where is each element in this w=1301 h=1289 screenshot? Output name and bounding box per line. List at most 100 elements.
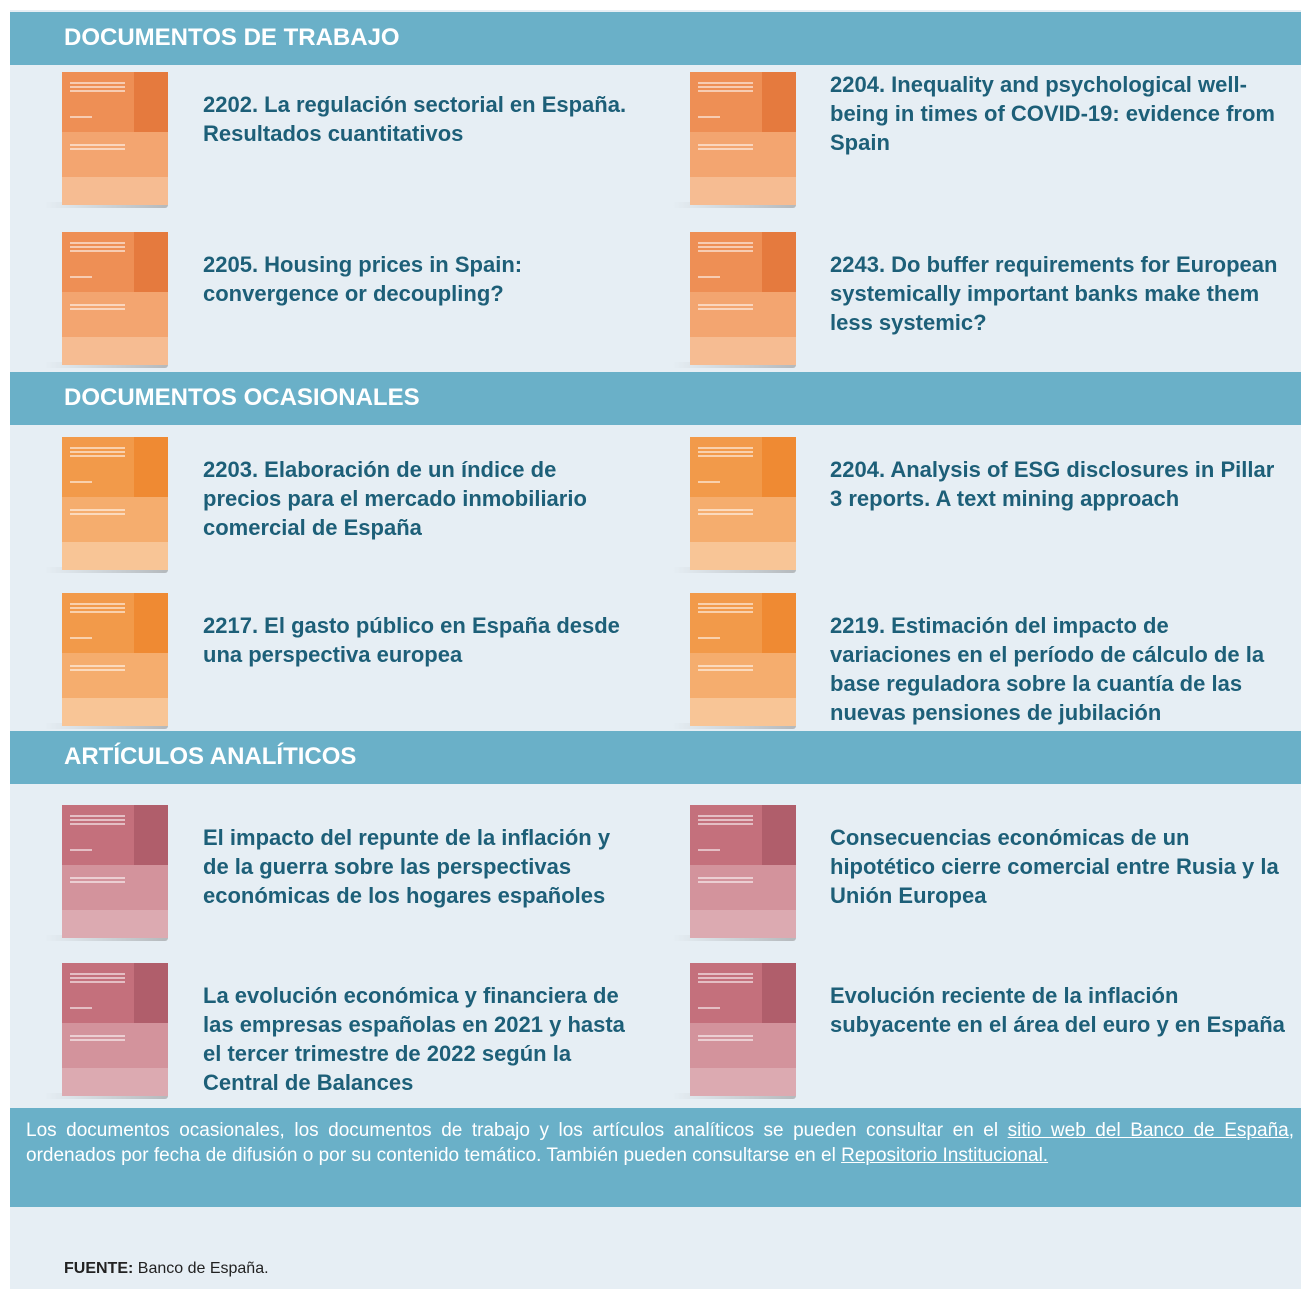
- cover-line: [70, 849, 92, 851]
- document-title: 2204. Analysis of ESG disclosures in Pil…: [830, 455, 1285, 513]
- cover-image: [62, 72, 168, 205]
- cover-image: [690, 72, 796, 205]
- link[interactable]: sitio web del Banco de España: [1008, 1120, 1289, 1141]
- cover-line: [70, 603, 125, 605]
- cover-image: [62, 593, 168, 726]
- cover-line: [70, 669, 125, 671]
- section-header: DOCUMENTOS DE TRABAJO: [10, 12, 1301, 65]
- cover-part: [690, 177, 796, 205]
- cover-line: [698, 819, 753, 821]
- cover-part: [62, 177, 168, 205]
- cover-line: [698, 607, 753, 609]
- cover-line: [70, 819, 125, 821]
- cover-line: [70, 246, 125, 248]
- cover-line: [70, 509, 125, 511]
- cover-line: [698, 86, 753, 88]
- section-title: ARTÍCULOS ANALÍTICOS: [64, 743, 356, 771]
- cover-part: [690, 542, 796, 570]
- cover-line: [70, 144, 125, 146]
- cover-part: [690, 698, 796, 726]
- cover-line: [70, 877, 125, 879]
- document-title: 2204. Inequality and psychological well-…: [830, 70, 1285, 157]
- source: FUENTE: Banco de España.: [64, 1260, 269, 1278]
- cover-part: [62, 1023, 168, 1068]
- cover-line: [698, 1007, 720, 1009]
- document-title: El impacto del repunte de la inflación y…: [203, 823, 633, 910]
- cover-line: [698, 455, 753, 457]
- source-text: Banco de España.: [138, 1260, 269, 1277]
- cover-image: [690, 437, 796, 570]
- cover-image: [690, 805, 796, 938]
- cover-line: [698, 849, 720, 851]
- cover-part: [690, 1068, 796, 1096]
- cover-line: [698, 246, 753, 248]
- cover-line: [698, 451, 753, 453]
- cover-line: [698, 242, 753, 244]
- cover-line: [70, 637, 92, 639]
- cover-line: [70, 1039, 125, 1041]
- cover-line: [698, 977, 753, 979]
- cover-line: [698, 981, 753, 983]
- cover-line: [70, 308, 125, 310]
- cover-line: [698, 82, 753, 84]
- cover-line: [698, 881, 753, 883]
- note-text-part: Los documentos ocasionales, los document…: [26, 1120, 1008, 1141]
- cover-line: [70, 116, 92, 118]
- cover-line: [70, 447, 125, 449]
- cover-line: [70, 823, 125, 825]
- cover-line: [698, 304, 753, 306]
- cover-line: [70, 451, 125, 453]
- cover-line: [70, 148, 125, 150]
- cover-line: [70, 250, 125, 252]
- cover-line: [70, 1007, 92, 1009]
- cover-part: [690, 910, 796, 938]
- cover-part: [690, 653, 796, 698]
- cover-line: [698, 144, 753, 146]
- cover-part: [62, 698, 168, 726]
- cover-line: [698, 481, 720, 483]
- cover-line: [70, 607, 125, 609]
- cover-part: [62, 1068, 168, 1096]
- cover-line: [70, 977, 125, 979]
- cover-line: [70, 881, 125, 883]
- cover-line: [698, 603, 753, 605]
- cover-part: [690, 292, 796, 337]
- note-text: Los documentos ocasionales, los document…: [26, 1118, 1294, 1168]
- cover-line: [698, 116, 720, 118]
- cover-line: [70, 513, 125, 515]
- cover-line: [698, 513, 753, 515]
- cover-line: [70, 981, 125, 983]
- cover-line: [698, 637, 720, 639]
- cover-line: [698, 973, 753, 975]
- cover-part: [690, 497, 796, 542]
- source-label: FUENTE:: [64, 1260, 133, 1277]
- cover-part: [690, 1023, 796, 1068]
- cover-part: [690, 865, 796, 910]
- document-title: 2219. Estimación del impacto de variacio…: [830, 611, 1285, 727]
- cover-line: [70, 815, 125, 817]
- cover-image: [690, 963, 796, 1096]
- cover-image: [62, 805, 168, 938]
- cover-line: [698, 509, 753, 511]
- link[interactable]: Repositorio Institucional.: [841, 1145, 1048, 1166]
- document-title: 2243. Do buffer requirements for Europea…: [830, 250, 1285, 337]
- cover-line: [70, 90, 125, 92]
- cover-part: [690, 337, 796, 365]
- cover-part: [62, 865, 168, 910]
- cover-line: [698, 611, 753, 613]
- document-title: 2203. Elaboración de un índice de precio…: [203, 455, 633, 542]
- cover-part: [62, 542, 168, 570]
- cover-image: [62, 963, 168, 1096]
- document-title: 2217. El gasto público en España desde u…: [203, 611, 633, 669]
- cover-part: [62, 653, 168, 698]
- cover-line: [70, 304, 125, 306]
- cover-image: [690, 593, 796, 726]
- cover-line: [698, 276, 720, 278]
- cover-line: [70, 481, 92, 483]
- cover-line: [698, 1035, 753, 1037]
- cover-image: [62, 232, 168, 365]
- cover-part: [62, 910, 168, 938]
- cover-line: [70, 276, 92, 278]
- cover-line: [70, 1035, 125, 1037]
- document-title: Evolución reciente de la inflación subya…: [830, 981, 1285, 1039]
